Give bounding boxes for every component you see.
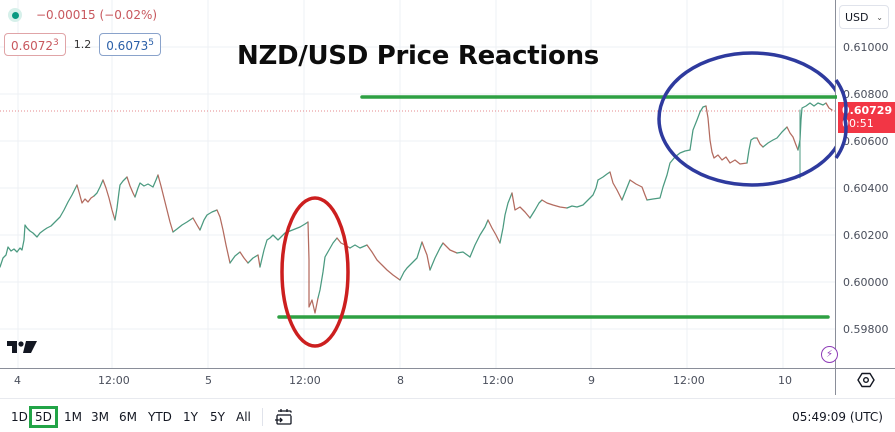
time-label: 4 <box>14 374 21 387</box>
price-label: 0.60400 <box>843 182 889 195</box>
range-toolbar: 1D 5D 1M 3M 6M YTD 1Y 5Y All 05:49:09 (U… <box>0 398 895 432</box>
currency-value: USD <box>845 10 869 24</box>
last-price-tag: 0.60729 00:51 <box>838 102 895 133</box>
bid-button[interactable]: 0.60723 <box>4 33 66 56</box>
range-all-button[interactable]: All <box>236 410 251 424</box>
time-axis-divider <box>0 368 895 369</box>
price-label: 0.60800 <box>843 88 889 101</box>
time-label: 8 <box>397 374 404 387</box>
time-label: 12:00 <box>673 374 705 387</box>
tradingview-logo-icon[interactable] <box>7 339 39 355</box>
time-label: 10 <box>778 374 792 387</box>
price-label: 0.60600 <box>843 135 889 148</box>
bar-countdown: 00:51 <box>842 117 874 130</box>
chart-title: NZD/USD Price Reactions <box>237 41 599 71</box>
bid-pip: 3 <box>53 38 59 48</box>
chevron-down-icon: ⌄ <box>876 12 883 22</box>
utc-clock[interactable]: 05:49:09 (UTC) <box>792 410 883 424</box>
range-divider <box>262 408 263 426</box>
time-axis-panel[interactable] <box>0 369 835 395</box>
price-change: −0.00015 (−0.02%) <box>36 8 158 22</box>
time-label: 12:00 <box>289 374 321 387</box>
price-label: 0.60200 <box>843 229 889 242</box>
bid-price: 0.6072 <box>11 39 53 53</box>
spread-value: 1.2 <box>73 38 92 51</box>
price-label: 0.59800 <box>843 323 889 336</box>
range-5y-button[interactable]: 5Y <box>210 410 225 424</box>
range-1y-button[interactable]: 1Y <box>183 410 198 424</box>
currency-select[interactable]: USD ⌄ <box>839 5 889 29</box>
range-ytd-button[interactable]: YTD <box>148 410 172 424</box>
symbol-legend: −0.00015 (−0.02%) <box>8 8 157 22</box>
range-6m-button[interactable]: 6M <box>119 410 137 424</box>
range-5d-button[interactable]: 5D <box>29 406 58 428</box>
range-1m-button[interactable]: 1M <box>64 410 82 424</box>
price-axis-divider <box>835 0 836 395</box>
price-label: 0.61000 <box>843 41 889 54</box>
quote-row: 0.60723 1.2 0.60735 <box>4 33 161 56</box>
calendar-goto-icon[interactable] <box>274 407 294 427</box>
price-label: 0.60000 <box>843 276 889 289</box>
market-status-icon <box>8 8 22 22</box>
price-axis-panel[interactable] <box>836 0 895 368</box>
ask-price: 0.6073 <box>106 39 149 53</box>
time-label: 12:00 <box>482 374 514 387</box>
last-price-value: 0.60729 <box>842 104 893 117</box>
time-label: 5 <box>205 374 212 387</box>
time-label: 12:00 <box>98 374 130 387</box>
range-1d-button[interactable]: 1D <box>11 410 28 424</box>
ask-button[interactable]: 0.60735 <box>99 33 161 56</box>
red-annotation-ellipse <box>280 196 350 348</box>
lightning-icon[interactable]: ⚡ <box>821 346 838 363</box>
ask-pip: 5 <box>148 38 154 48</box>
settings-gear-icon[interactable] <box>857 371 875 389</box>
time-label: 9 <box>588 374 595 387</box>
range-3m-button[interactable]: 3M <box>91 410 109 424</box>
